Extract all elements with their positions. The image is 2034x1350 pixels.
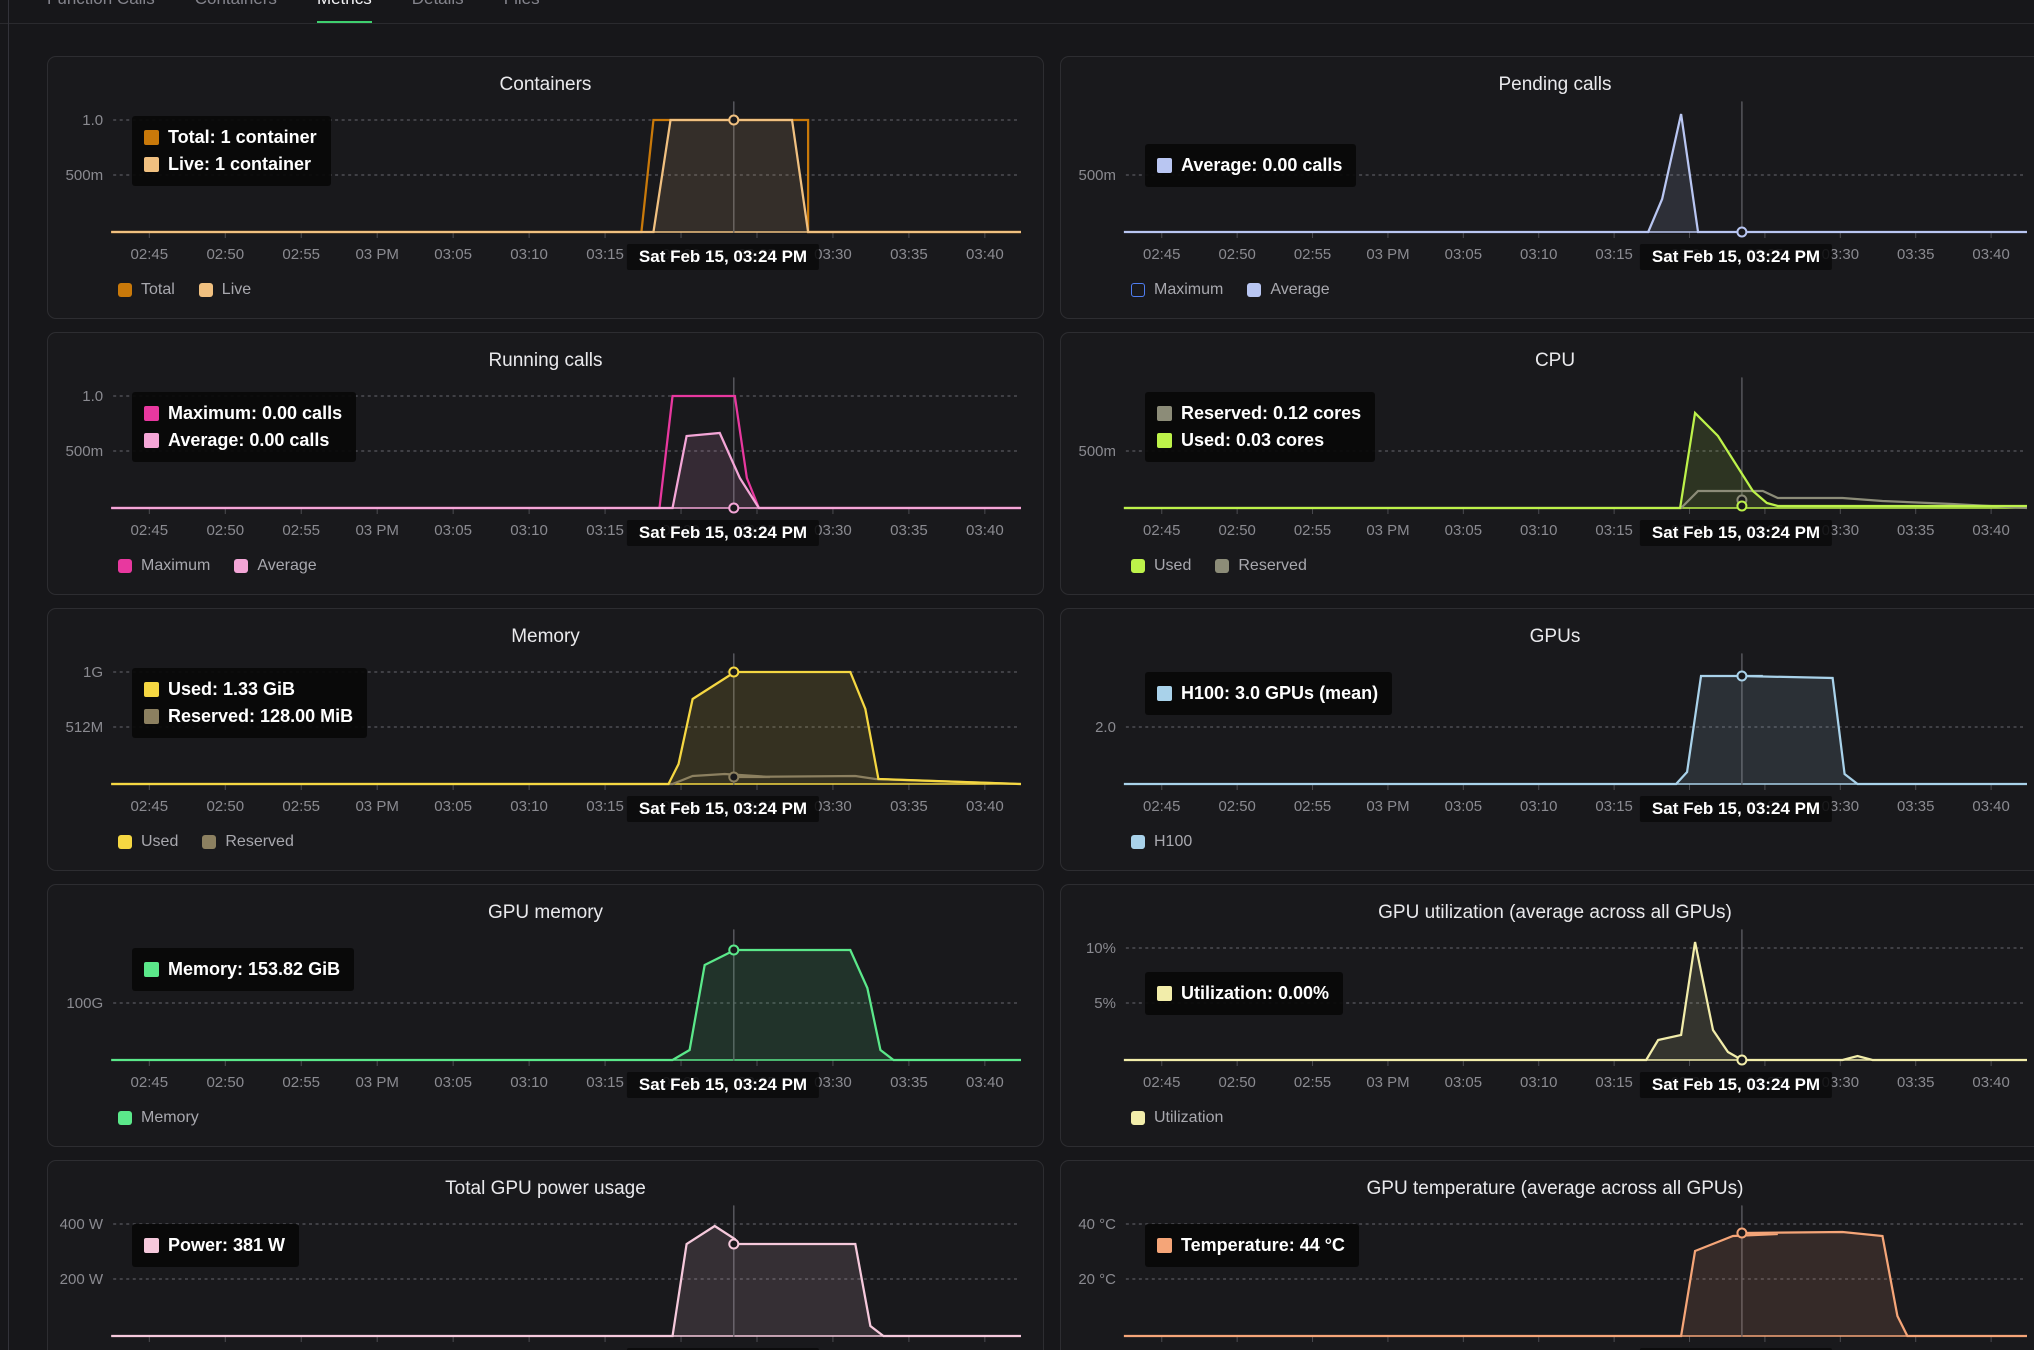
svg-text:03:05: 03:05 — [434, 522, 472, 539]
svg-text:10%: 10% — [1086, 940, 1116, 957]
svg-text:03:35: 03:35 — [1897, 1074, 1934, 1091]
svg-text:02:50: 02:50 — [1218, 522, 1255, 539]
svg-text:500m: 500m — [1079, 167, 1116, 184]
svg-text:02:45: 02:45 — [1143, 1074, 1180, 1091]
svg-text:02:55: 02:55 — [282, 798, 320, 815]
svg-text:2.0: 2.0 — [1095, 719, 1116, 736]
svg-text:02:50: 02:50 — [1218, 798, 1255, 815]
svg-text:03:05: 03:05 — [1445, 1074, 1482, 1091]
svg-text:400 W: 400 W — [60, 1216, 104, 1233]
svg-text:500m: 500m — [65, 443, 103, 460]
svg-text:02:55: 02:55 — [1294, 1074, 1331, 1091]
svg-text:03:40: 03:40 — [1972, 1074, 2009, 1091]
svg-text:03:35: 03:35 — [1897, 246, 1934, 263]
svg-text:03:15: 03:15 — [1595, 1074, 1632, 1091]
svg-text:1G: 1G — [83, 664, 103, 681]
svg-text:20 °C: 20 °C — [1078, 1271, 1116, 1288]
svg-text:03:05: 03:05 — [1445, 798, 1482, 815]
svg-text:02:55: 02:55 — [282, 246, 320, 263]
svg-text:03:35: 03:35 — [890, 522, 928, 539]
svg-text:02:45: 02:45 — [1143, 522, 1180, 539]
svg-text:03 PM: 03 PM — [1366, 246, 1409, 263]
svg-text:03:10: 03:10 — [510, 798, 548, 815]
svg-text:03:40: 03:40 — [1972, 522, 2009, 539]
svg-text:03:10: 03:10 — [1520, 798, 1557, 815]
svg-text:03:10: 03:10 — [1520, 522, 1557, 539]
svg-text:03:30: 03:30 — [814, 522, 852, 539]
svg-text:02:50: 02:50 — [206, 522, 244, 539]
svg-text:02:50: 02:50 — [1218, 246, 1255, 263]
svg-text:03:30: 03:30 — [814, 1074, 852, 1091]
svg-text:512M: 512M — [65, 719, 103, 736]
svg-text:03:40: 03:40 — [1972, 246, 2009, 263]
svg-text:100G: 100G — [66, 995, 103, 1012]
svg-text:02:45: 02:45 — [130, 1074, 168, 1091]
svg-text:02:50: 02:50 — [206, 1074, 244, 1091]
svg-text:02:55: 02:55 — [1294, 798, 1331, 815]
svg-text:02:55: 02:55 — [282, 1074, 320, 1091]
svg-text:03:15: 03:15 — [586, 522, 624, 539]
svg-text:03 PM: 03 PM — [1366, 798, 1409, 815]
svg-text:500m: 500m — [65, 167, 103, 184]
svg-text:03:05: 03:05 — [1445, 522, 1482, 539]
svg-text:200 W: 200 W — [60, 1271, 104, 1288]
svg-text:03:10: 03:10 — [1520, 1074, 1557, 1091]
svg-text:03:40: 03:40 — [966, 522, 1004, 539]
svg-text:1.0: 1.0 — [82, 112, 103, 129]
svg-text:02:50: 02:50 — [206, 798, 244, 815]
svg-text:03:05: 03:05 — [1445, 246, 1482, 263]
svg-text:03:40: 03:40 — [966, 246, 1004, 263]
svg-text:03:30: 03:30 — [814, 798, 852, 815]
svg-text:03:35: 03:35 — [890, 1074, 928, 1091]
svg-text:03:35: 03:35 — [890, 246, 928, 263]
svg-text:03 PM: 03 PM — [355, 246, 398, 263]
svg-text:1.0: 1.0 — [82, 388, 103, 405]
svg-text:02:45: 02:45 — [1143, 246, 1180, 263]
svg-text:03:15: 03:15 — [586, 798, 624, 815]
svg-text:03:40: 03:40 — [966, 798, 1004, 815]
svg-text:02:45: 02:45 — [130, 522, 168, 539]
svg-text:02:50: 02:50 — [1218, 1074, 1255, 1091]
svg-text:03:10: 03:10 — [510, 1074, 548, 1091]
svg-text:03:10: 03:10 — [1520, 246, 1557, 263]
svg-text:03 PM: 03 PM — [355, 1074, 398, 1091]
svg-text:02:55: 02:55 — [1294, 522, 1331, 539]
svg-text:03:40: 03:40 — [1972, 798, 2009, 815]
svg-text:03:15: 03:15 — [586, 246, 624, 263]
svg-text:03 PM: 03 PM — [355, 522, 398, 539]
svg-text:40 °C: 40 °C — [1078, 1216, 1116, 1233]
svg-text:03:35: 03:35 — [1897, 522, 1934, 539]
svg-text:03:15: 03:15 — [1595, 246, 1632, 263]
svg-text:03:15: 03:15 — [1595, 522, 1632, 539]
svg-text:500m: 500m — [1079, 443, 1116, 460]
svg-text:02:50: 02:50 — [206, 246, 244, 263]
svg-text:5%: 5% — [1094, 995, 1116, 1012]
svg-text:03:15: 03:15 — [586, 1074, 624, 1091]
svg-text:02:45: 02:45 — [1143, 798, 1180, 815]
svg-text:03 PM: 03 PM — [1366, 522, 1409, 539]
svg-text:03:15: 03:15 — [1595, 798, 1632, 815]
svg-text:03:05: 03:05 — [434, 246, 472, 263]
svg-text:02:55: 02:55 — [282, 522, 320, 539]
svg-text:03:40: 03:40 — [966, 1074, 1004, 1091]
svg-text:03:05: 03:05 — [434, 1074, 472, 1091]
svg-text:03:10: 03:10 — [510, 522, 548, 539]
svg-text:02:55: 02:55 — [1294, 246, 1331, 263]
svg-text:03:35: 03:35 — [1897, 798, 1934, 815]
svg-text:03:10: 03:10 — [510, 246, 548, 263]
svg-text:03 PM: 03 PM — [355, 798, 398, 815]
svg-text:03:35: 03:35 — [890, 798, 928, 815]
svg-text:03 PM: 03 PM — [1366, 1074, 1409, 1091]
svg-text:02:45: 02:45 — [130, 246, 168, 263]
svg-text:02:45: 02:45 — [130, 798, 168, 815]
svg-text:03:05: 03:05 — [434, 798, 472, 815]
svg-text:03:30: 03:30 — [814, 246, 852, 263]
